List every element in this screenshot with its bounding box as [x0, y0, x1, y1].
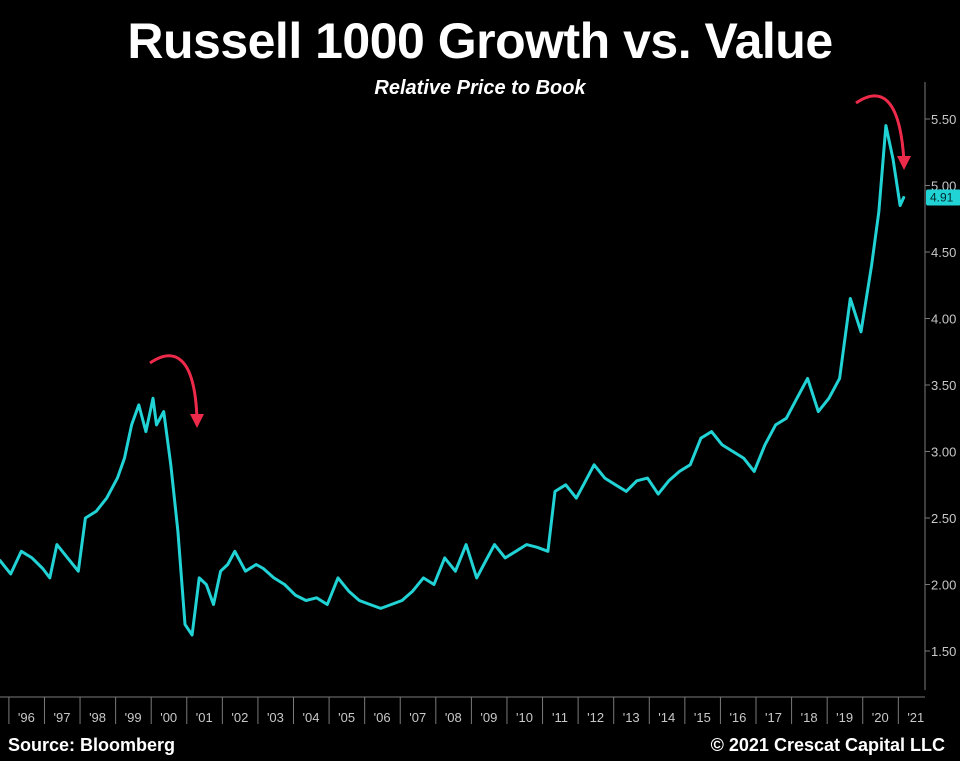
y-tick-label: 3.00: [931, 445, 956, 460]
x-tick-label: '09: [480, 710, 497, 725]
x-tick-label: '08: [445, 710, 462, 725]
x-tick-label: '10: [516, 710, 533, 725]
x-tick-label: '02: [231, 710, 248, 725]
copyright-note: © 2021 Crescat Capital LLC: [710, 735, 945, 755]
x-tick-label: '18: [801, 710, 818, 725]
annotation-arrow-2000: [149, 354, 204, 428]
x-tick-label: '16: [729, 710, 746, 725]
x-tick-label: '12: [587, 710, 604, 725]
peak-2000-arrow: [149, 354, 199, 421]
x-tick-label: '15: [694, 710, 711, 725]
chart-subtitle: Relative Price to Book: [374, 77, 586, 99]
x-tick-label: '13: [623, 710, 640, 725]
source-note: Source: Bloomberg: [8, 735, 176, 755]
x-tick-label: '07: [409, 710, 426, 725]
y-ticks: 1.502.002.503.003.504.004.505.005.50: [925, 112, 956, 659]
y-tick-label: 3.50: [931, 378, 956, 393]
x-tick-label: '05: [338, 710, 355, 725]
x-tick-label: '01: [196, 710, 213, 725]
last-value-marker: 4.91: [926, 189, 960, 206]
peak-2000-arrowhead: [190, 414, 204, 428]
x-tick-label: '98: [89, 710, 106, 725]
y-tick-label: 2.50: [931, 511, 956, 526]
chart-title: Russell 1000 Growth vs. Value: [127, 13, 833, 69]
x-tick-label: '04: [303, 710, 320, 725]
x-tick-label: '03: [267, 710, 284, 725]
x-tick-label: '99: [125, 710, 142, 725]
y-tick-label: 4.00: [931, 312, 956, 327]
x-tick-label: '20: [872, 710, 889, 725]
last-value-label: 4.91: [930, 190, 954, 204]
x-tick-label: '19: [836, 710, 853, 725]
x-tick-label: '00: [160, 710, 177, 725]
y-tick-label: 4.50: [931, 245, 956, 260]
y-axis: 1.502.002.503.003.504.004.505.005.50: [924, 82, 956, 690]
peak-2020-arrow: [855, 94, 906, 163]
peak-2020-arrowhead: [897, 156, 911, 170]
y-tick-label: 1.50: [931, 644, 956, 659]
series-line: [0, 124, 906, 637]
x-tick-label: '06: [374, 710, 391, 725]
x-tick-label: '11: [552, 710, 568, 725]
y-tick-label: 5.50: [931, 112, 956, 127]
x-tick-label: '21: [907, 710, 924, 725]
annotation-arrow-2020: [855, 94, 911, 170]
x-tick-label: '14: [658, 710, 675, 725]
y-tick-label: 2.00: [931, 578, 956, 593]
last-value-box: [926, 189, 960, 206]
x-tick-label: '96: [18, 710, 35, 725]
x-tick-label: '97: [53, 710, 70, 725]
x-tick-label: '17: [765, 710, 782, 725]
x-axis: '96 '97 '98 '99 '00 '01 '02 '03 '04 '05 '06 '07 '08 '…: [0, 696, 925, 725]
x-ticks: '96 '97 '98 '99 '00 '01 '02 '03 '04 '05 '06 '07 '08 '…: [8, 697, 924, 725]
